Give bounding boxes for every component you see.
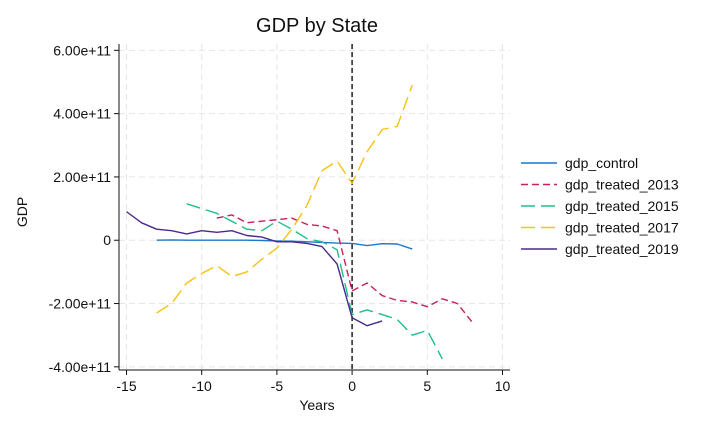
x-tick-label: 5	[423, 378, 431, 394]
y-tick-label: 2.00e+11	[53, 169, 111, 185]
y-axis-label: GDP	[14, 197, 30, 227]
x-tick-label: 10	[495, 378, 511, 394]
series-line-gdp-control	[156, 239, 413, 250]
x-tick-label: -15	[116, 378, 136, 394]
x-axis-label: Years	[299, 397, 334, 413]
series-line-gdp-treated-2015	[186, 203, 443, 360]
x-tick-label: -10	[192, 378, 212, 394]
y-tick-label: -4.00e+11	[49, 359, 112, 375]
x-tick-label: 0	[348, 378, 356, 394]
legend-label: gdp_control	[565, 155, 638, 171]
y-tick-label: -2.00e+11	[49, 296, 112, 312]
chart-title: GDP by State	[256, 15, 378, 37]
series-line-gdp-treated-2019	[126, 211, 383, 327]
y-tick-label: 0	[103, 232, 111, 248]
series-line-gdp-treated-2017	[156, 84, 413, 314]
y-tick-label: 6.00e+11	[53, 42, 111, 58]
y-tick-label: 4.00e+11	[53, 106, 111, 122]
legend-label: gdp_treated_2019	[565, 241, 679, 257]
series-lines	[126, 44, 473, 370]
x-tick-label: -5	[271, 378, 284, 394]
legend-label: gdp_treated_2015	[565, 198, 679, 214]
series-line-gdp-treated-2013	[216, 214, 473, 323]
legend-label: gdp_treated_2013	[565, 177, 679, 193]
legend: gdp_control gdp_treated_2013 gdp_treated_2…	[521, 155, 679, 257]
legend-label: gdp_treated_2017	[565, 220, 679, 236]
axes: -4.00e+11 -2.00e+11 0 2.00e+11 4.00e+11 6.00e…	[49, 42, 511, 394]
